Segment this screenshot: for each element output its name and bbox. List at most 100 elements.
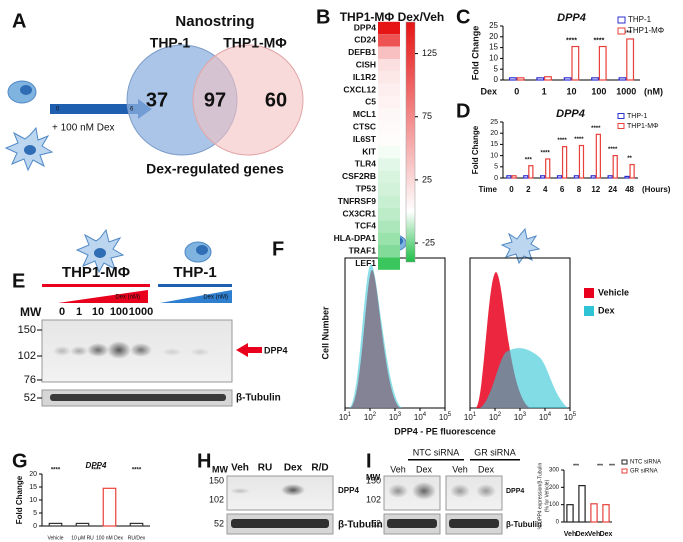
tick-base: 10 (414, 413, 423, 422)
y-tick-label: 10 (489, 54, 498, 63)
blot-i (383, 459, 520, 535)
x-tick-label: 4 (543, 185, 548, 194)
tick-base: 10 (439, 413, 448, 422)
tick-exponent: 2 (498, 412, 502, 418)
significance-label: **** (621, 30, 632, 37)
heatmap-cell (378, 207, 400, 221)
colorbar-tick-label: 25 (422, 174, 432, 184)
group-label: THP-1 (173, 264, 216, 281)
y-axis-label: Fold Change (471, 125, 480, 174)
x-tick-label: 101 (339, 412, 352, 423)
timeline-label: 0 (56, 107, 60, 113)
heatmap-cell (378, 46, 400, 59)
legend-swatch (617, 16, 626, 24)
panel-label: D (456, 100, 470, 122)
x-tick-label: Vehicle (47, 535, 63, 541)
venn-set-label: THP1-MΦ (223, 35, 287, 51)
heatmap-cell (378, 121, 400, 134)
bar (511, 175, 517, 179)
x-axis-label: Time (478, 185, 497, 194)
legend-label: NTC siRNA (630, 460, 661, 466)
x-tick-label: 0 (514, 86, 519, 96)
blot-h (226, 475, 334, 535)
bar (536, 77, 545, 81)
venn-count: 37 (146, 89, 168, 111)
group-underlines-e (42, 284, 232, 303)
band-label: β-Tubulin (338, 520, 383, 531)
mw-marker: 150 (366, 475, 381, 485)
significance-label: **** (591, 126, 601, 132)
bar (508, 77, 517, 81)
significance-label: **** (593, 37, 604, 44)
mw-label: MW (366, 473, 381, 482)
gene-label: CX3CR1 (342, 208, 376, 218)
mw-marker: 150 (209, 475, 224, 485)
y-tick-label: 100 (549, 502, 560, 508)
tick-exponent: 1 (348, 412, 352, 418)
venn-title: Nanostring (175, 13, 254, 30)
colorbar-tick-label: 75 (422, 111, 432, 121)
significance-label: **** (132, 468, 142, 474)
y-tick-label: 10 (490, 152, 498, 159)
gene-label: TNFRSF9 (338, 196, 377, 206)
panel-label: I (366, 450, 372, 472)
gene-label: TRAF1 (349, 245, 377, 255)
bar (516, 77, 525, 81)
tick-base: 10 (564, 413, 573, 422)
x-tick-label: 10 μM RU (71, 535, 94, 541)
bar (523, 175, 529, 179)
heatmap-cell (378, 71, 400, 84)
y-tick-label: 25 (489, 21, 498, 30)
x-tick-label: 48 (625, 185, 634, 194)
group-label: THP1-MΦ (62, 264, 130, 281)
bar (573, 175, 580, 179)
mw-label: MW (212, 464, 228, 474)
heatmap-cell (378, 158, 400, 171)
y-tick-label: 5 (494, 164, 498, 171)
gradient-label: Dex (nM) (203, 295, 228, 301)
mw-marker: 150 (18, 324, 36, 336)
bar (102, 487, 117, 527)
x-tick-label: 24 (608, 185, 617, 194)
legend-swatch (621, 459, 628, 465)
x-tick-label: 1 (542, 86, 547, 96)
venn-set-label: THP-1 (150, 35, 191, 51)
colorbar (405, 21, 416, 263)
group-label: NTC siRNA (413, 447, 460, 457)
y-tick-label: 0 (494, 75, 499, 84)
chart-title: DPP4 (86, 461, 107, 470)
y-tick-label: 20 (29, 471, 37, 478)
tick-exponent: 4 (423, 412, 427, 418)
x-tick-label: 0 (509, 185, 514, 194)
tick-exponent: 3 (398, 412, 402, 418)
legend-label: THP-1 (627, 113, 647, 120)
significance-label: **** (91, 468, 101, 474)
heatmap-cell (378, 83, 400, 97)
lane-label: RU (258, 463, 272, 474)
bar (540, 175, 546, 179)
tick-exponent: 2 (373, 412, 377, 418)
bar (607, 175, 613, 179)
bar (571, 45, 580, 81)
band-label: β-Tubulin (236, 393, 281, 404)
band-label: DPP4 (264, 345, 288, 355)
heatmap-cell (378, 59, 400, 72)
y-tick-label: 10 (29, 497, 37, 504)
x-tick-label: 105 (439, 412, 452, 423)
tick-base: 10 (464, 413, 473, 422)
y-tick-label: 20 (490, 130, 498, 137)
x-tick-label: 1000 (616, 86, 636, 96)
x-tick-label: RU/Dex (128, 535, 146, 541)
y-axis-label: (% for Vehicle) (544, 479, 550, 512)
gene-label: DEFB1 (348, 47, 376, 57)
heatmap-cell (378, 34, 400, 47)
lane-label: Veh (390, 464, 406, 474)
y-axis-label: Fold Change (470, 26, 480, 81)
panel-label: G (12, 450, 28, 472)
tick-base: 10 (389, 413, 398, 422)
tick-exponent: 3 (523, 412, 527, 418)
cell-icons-a (4, 80, 54, 172)
chart-title: DPP4 (557, 12, 586, 24)
gene-label: LEF1 (355, 258, 376, 268)
x-tick-label: Veh (588, 531, 600, 538)
